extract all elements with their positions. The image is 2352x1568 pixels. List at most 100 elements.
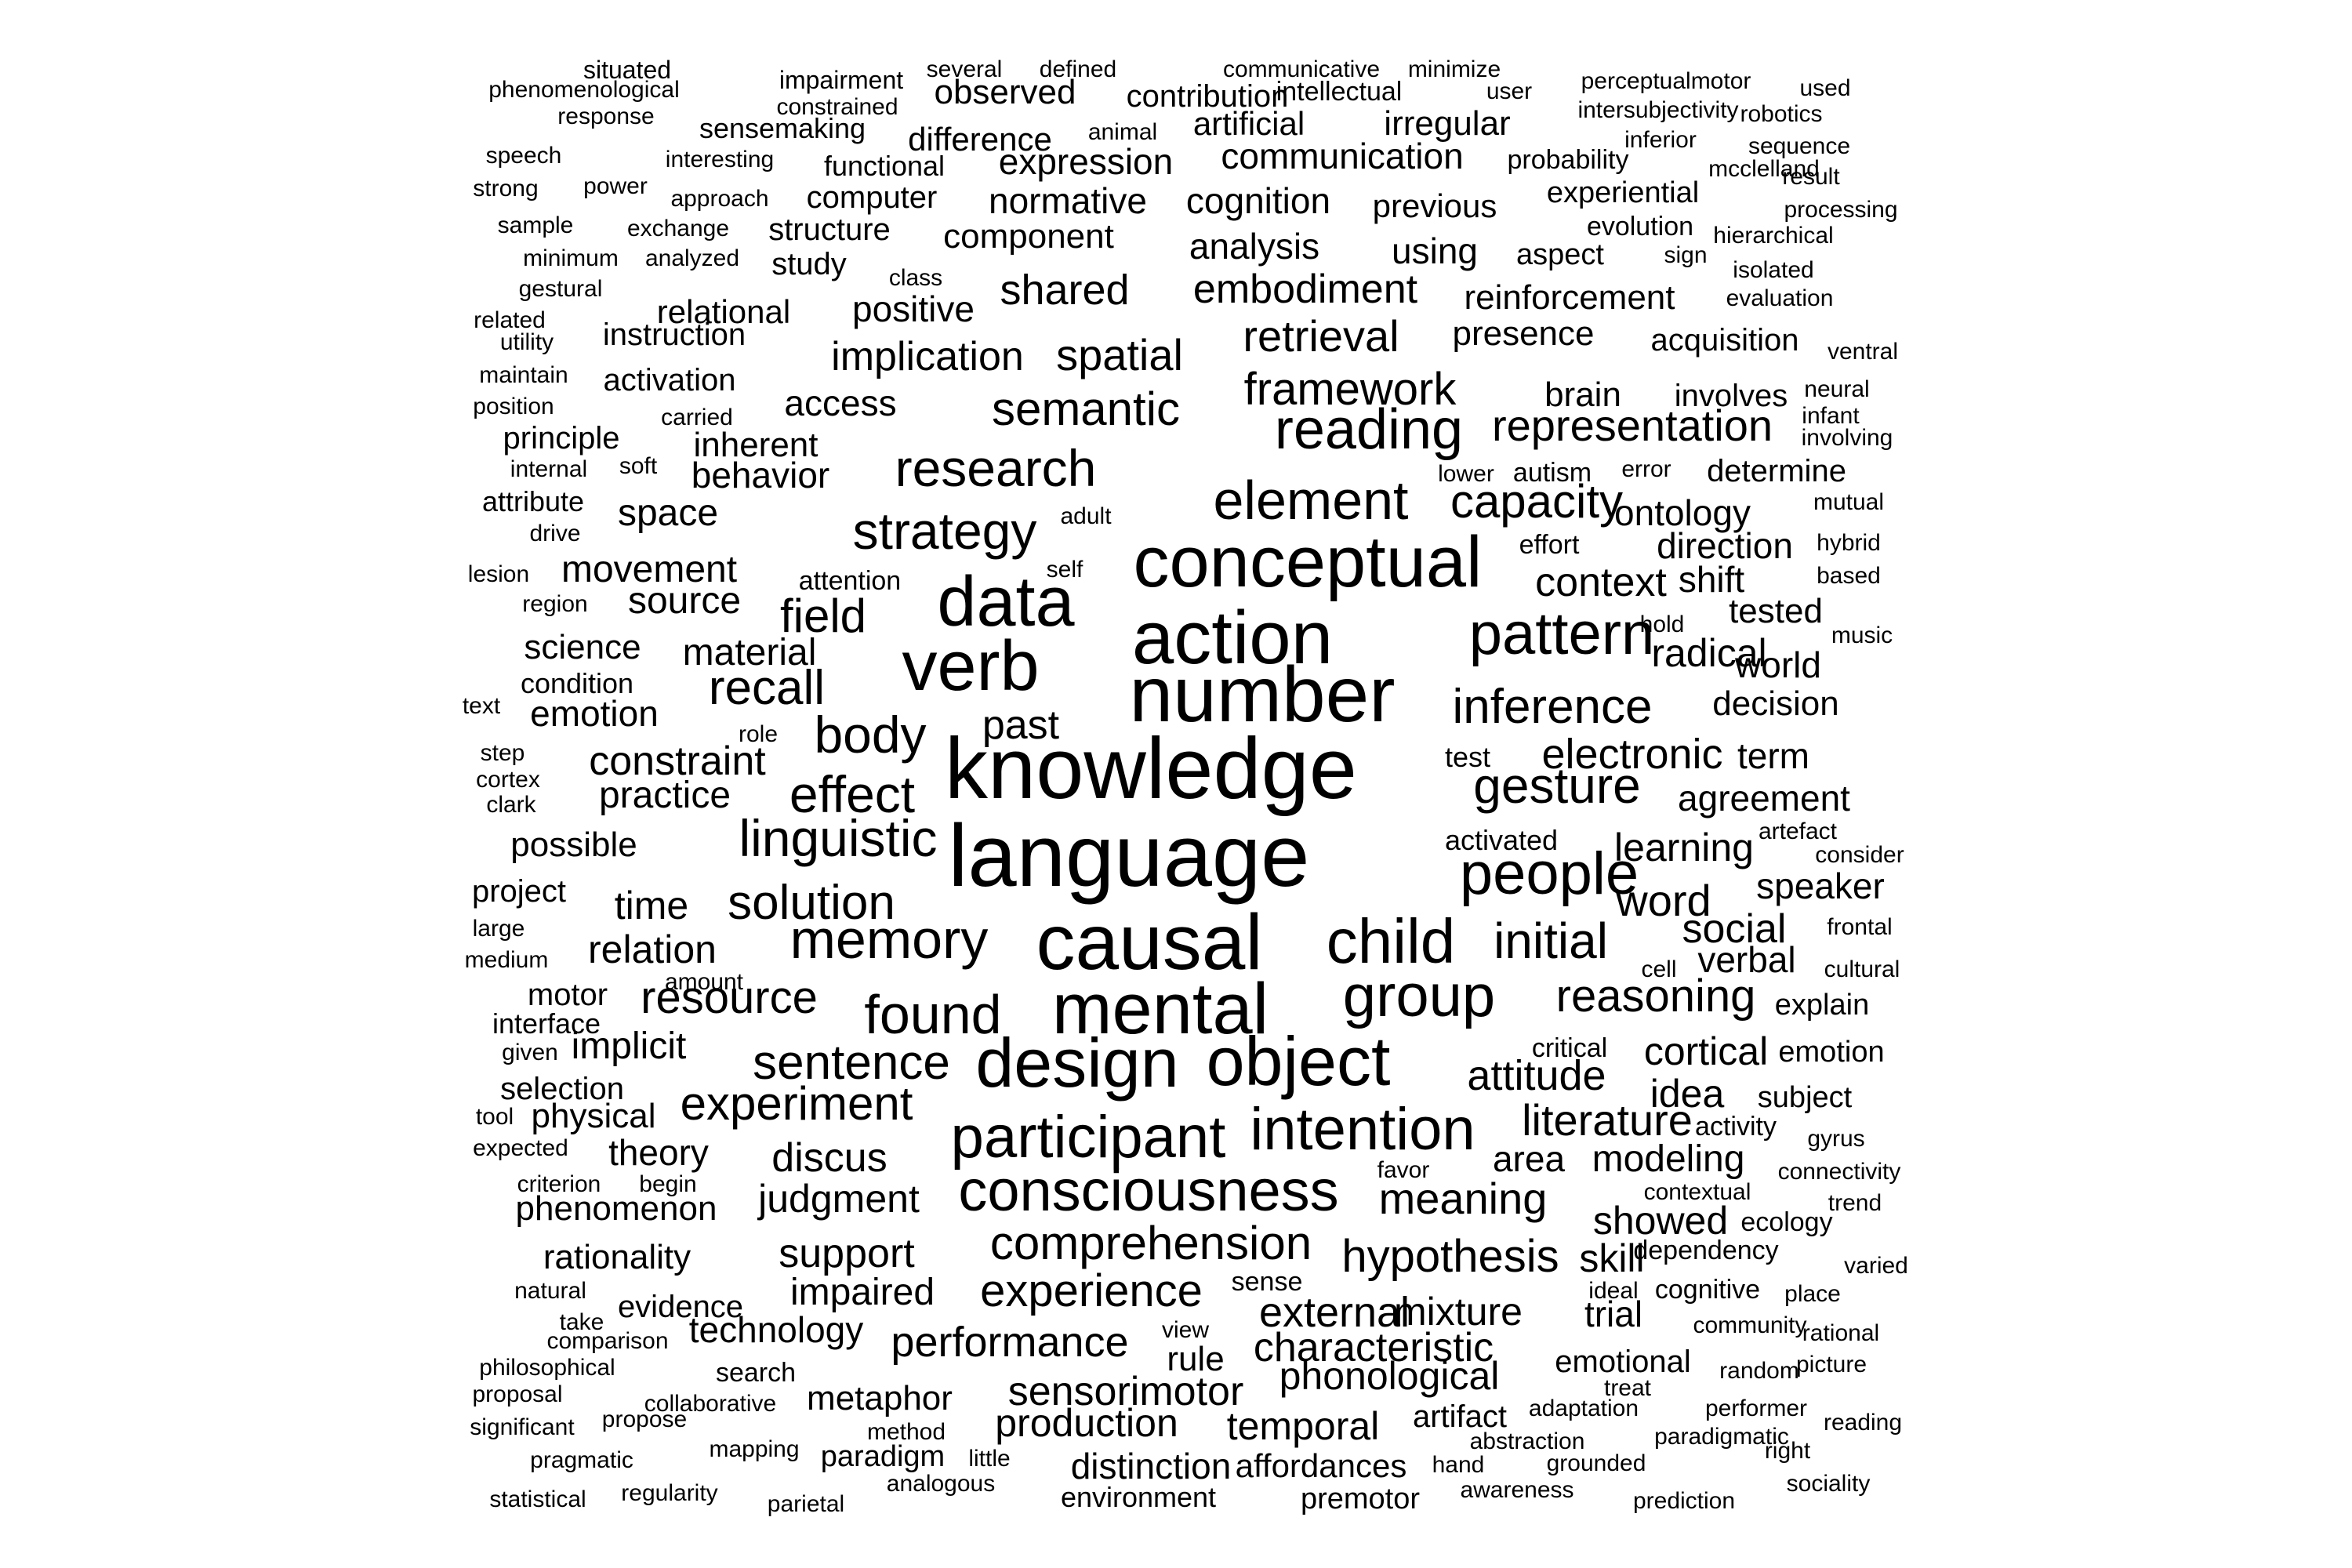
cloud-word-varied: varied <box>1844 1253 1908 1279</box>
cloud-word-project: project <box>472 874 566 909</box>
cloud-word-maintain: maintain <box>479 362 568 388</box>
cloud-word-retrieval: retrieval <box>1243 311 1399 361</box>
cloud-word-possible: possible <box>510 826 637 864</box>
cloud-word-minimize: minimize <box>1408 56 1501 82</box>
cloud-word-strong: strong <box>473 176 538 201</box>
cloud-word-sequence: sequence <box>1748 133 1850 159</box>
cloud-word-people: people <box>1460 840 1639 907</box>
cloud-word-distinction: distinction <box>1071 1446 1232 1486</box>
cloud-word-step: step <box>481 740 525 766</box>
cloud-word-social: social <box>1682 906 1787 952</box>
cloud-word-child: child <box>1327 906 1456 976</box>
cloud-word-ecology: ecology <box>1740 1207 1832 1237</box>
cloud-word-begin: begin <box>639 1171 696 1197</box>
cloud-word-acquisition: acquisition <box>1650 323 1798 358</box>
cloud-word-animal: animal <box>1088 119 1157 145</box>
cloud-word-memory: memory <box>790 909 989 970</box>
cloud-word-normative: normative <box>989 180 1147 221</box>
cloud-word-word: word <box>1615 876 1711 925</box>
cloud-word-previous: previous <box>1373 187 1497 224</box>
cloud-word-performer: performer <box>1705 1396 1807 1421</box>
cloud-word-ideal: ideal <box>1588 1278 1638 1304</box>
cloud-word-intention: intention <box>1250 1096 1475 1163</box>
cloud-word-speaker: speaker <box>1756 866 1885 906</box>
cloud-word-activated: activated <box>1445 824 1558 856</box>
cloud-word-resource: resource <box>641 972 818 1023</box>
cloud-word-take: take <box>560 1309 604 1335</box>
cloud-word-technology: technology <box>689 1309 864 1350</box>
cloud-word-little: little <box>968 1446 1010 1472</box>
cloud-word-consciousness: consciousness <box>958 1158 1338 1223</box>
cloud-word-decision: decision <box>1712 684 1838 723</box>
cloud-word-number: number <box>1129 651 1395 739</box>
cloud-word-paradigm: paradigm <box>821 1440 945 1473</box>
cloud-word-communicative: communicative <box>1223 56 1380 82</box>
cloud-word-term: term <box>1737 735 1809 776</box>
cloud-word-space: space <box>618 492 718 534</box>
cloud-word-gesture: gesture <box>1473 757 1640 814</box>
cloud-word-hold: hold <box>1640 612 1685 637</box>
cloud-word-constrained: constrained <box>776 94 898 120</box>
cloud-word-treat: treat <box>1604 1375 1652 1401</box>
cloud-word-electronic: electronic <box>1541 731 1722 778</box>
cloud-word-regularity: regularity <box>621 1480 717 1506</box>
cloud-word-carried: carried <box>661 405 733 430</box>
cloud-word-element: element <box>1213 470 1408 531</box>
cloud-word-region: region <box>522 591 587 617</box>
cloud-word-statistical: statistical <box>489 1486 586 1512</box>
cloud-word-irregular: irregular <box>1384 104 1510 143</box>
cloud-word-found: found <box>864 984 1001 1045</box>
cloud-word-trial: trial <box>1584 1294 1642 1334</box>
cloud-word-design: design <box>975 1024 1178 1102</box>
cloud-word-processing: processing <box>1784 197 1897 223</box>
cloud-word-study: study <box>771 247 847 281</box>
cloud-word-shared: shared <box>1000 267 1129 314</box>
cloud-word-movement: movement <box>561 549 737 590</box>
cloud-word-criterion: criterion <box>517 1171 601 1197</box>
cloud-word-causal: causal <box>1036 898 1262 986</box>
cloud-word-comparison: comparison <box>546 1328 668 1354</box>
cloud-word-expression: expression <box>999 141 1173 182</box>
cloud-word-mixture: mixture <box>1394 1290 1523 1334</box>
cloud-word-inference: inference <box>1452 680 1652 734</box>
cloud-word-minimum: minimum <box>523 245 619 271</box>
cloud-word-result: result <box>1782 164 1840 190</box>
cloud-word-adaptation: adaptation <box>1529 1396 1639 1421</box>
cloud-word-tested: tested <box>1729 592 1823 630</box>
cloud-word-premotor: premotor <box>1301 1483 1420 1515</box>
cloud-word-external: external <box>1259 1289 1410 1336</box>
cloud-word-collaborative: collaborative <box>644 1391 776 1417</box>
cloud-word-dependency: dependency <box>1633 1236 1778 1265</box>
cloud-word-relational: relational <box>657 293 790 330</box>
cloud-word-awareness: awareness <box>1460 1477 1573 1503</box>
cloud-word-field: field <box>780 590 866 642</box>
cloud-word-given: given <box>502 1040 558 1065</box>
cloud-word-explain: explain <box>1775 989 1869 1022</box>
cloud-word-temporal: temporal <box>1227 1404 1380 1448</box>
cloud-word-impairment: impairment <box>779 66 903 94</box>
cloud-word-characteristic: characteristic <box>1254 1325 1494 1370</box>
cloud-word-text: text <box>463 693 501 719</box>
cloud-word-utility: utility <box>500 329 554 355</box>
cloud-word-hierarchical: hierarchical <box>1713 223 1833 249</box>
cloud-word-brain: brain <box>1544 376 1621 414</box>
cloud-word-contextual: contextual <box>1644 1179 1751 1205</box>
cloud-word-activity: activity <box>1695 1112 1777 1142</box>
cloud-word-language: language <box>949 807 1310 905</box>
cloud-word-functional: functional <box>824 150 945 182</box>
cloud-word-phenomenological: phenomenological <box>488 77 680 103</box>
cloud-word-computer: computer <box>807 180 938 215</box>
cloud-word-trend: trend <box>1828 1190 1882 1216</box>
cloud-word-soft: soft <box>619 453 658 479</box>
cloud-word-mapping: mapping <box>709 1436 799 1462</box>
cloud-word-conceptual: conceptual <box>1134 522 1483 602</box>
cloud-word-significant: significant <box>470 1414 575 1440</box>
cloud-word-judgment: judgment <box>757 1177 920 1221</box>
cloud-word-large: large <box>473 916 525 942</box>
cloud-word-interface: interface <box>492 1007 601 1040</box>
cloud-word-power: power <box>583 173 648 199</box>
cloud-word-physical: physical <box>532 1097 656 1135</box>
cloud-word-spatial: spatial <box>1056 330 1183 379</box>
cloud-word-theory: theory <box>608 1132 709 1173</box>
cloud-word-right: right <box>1765 1438 1811 1464</box>
